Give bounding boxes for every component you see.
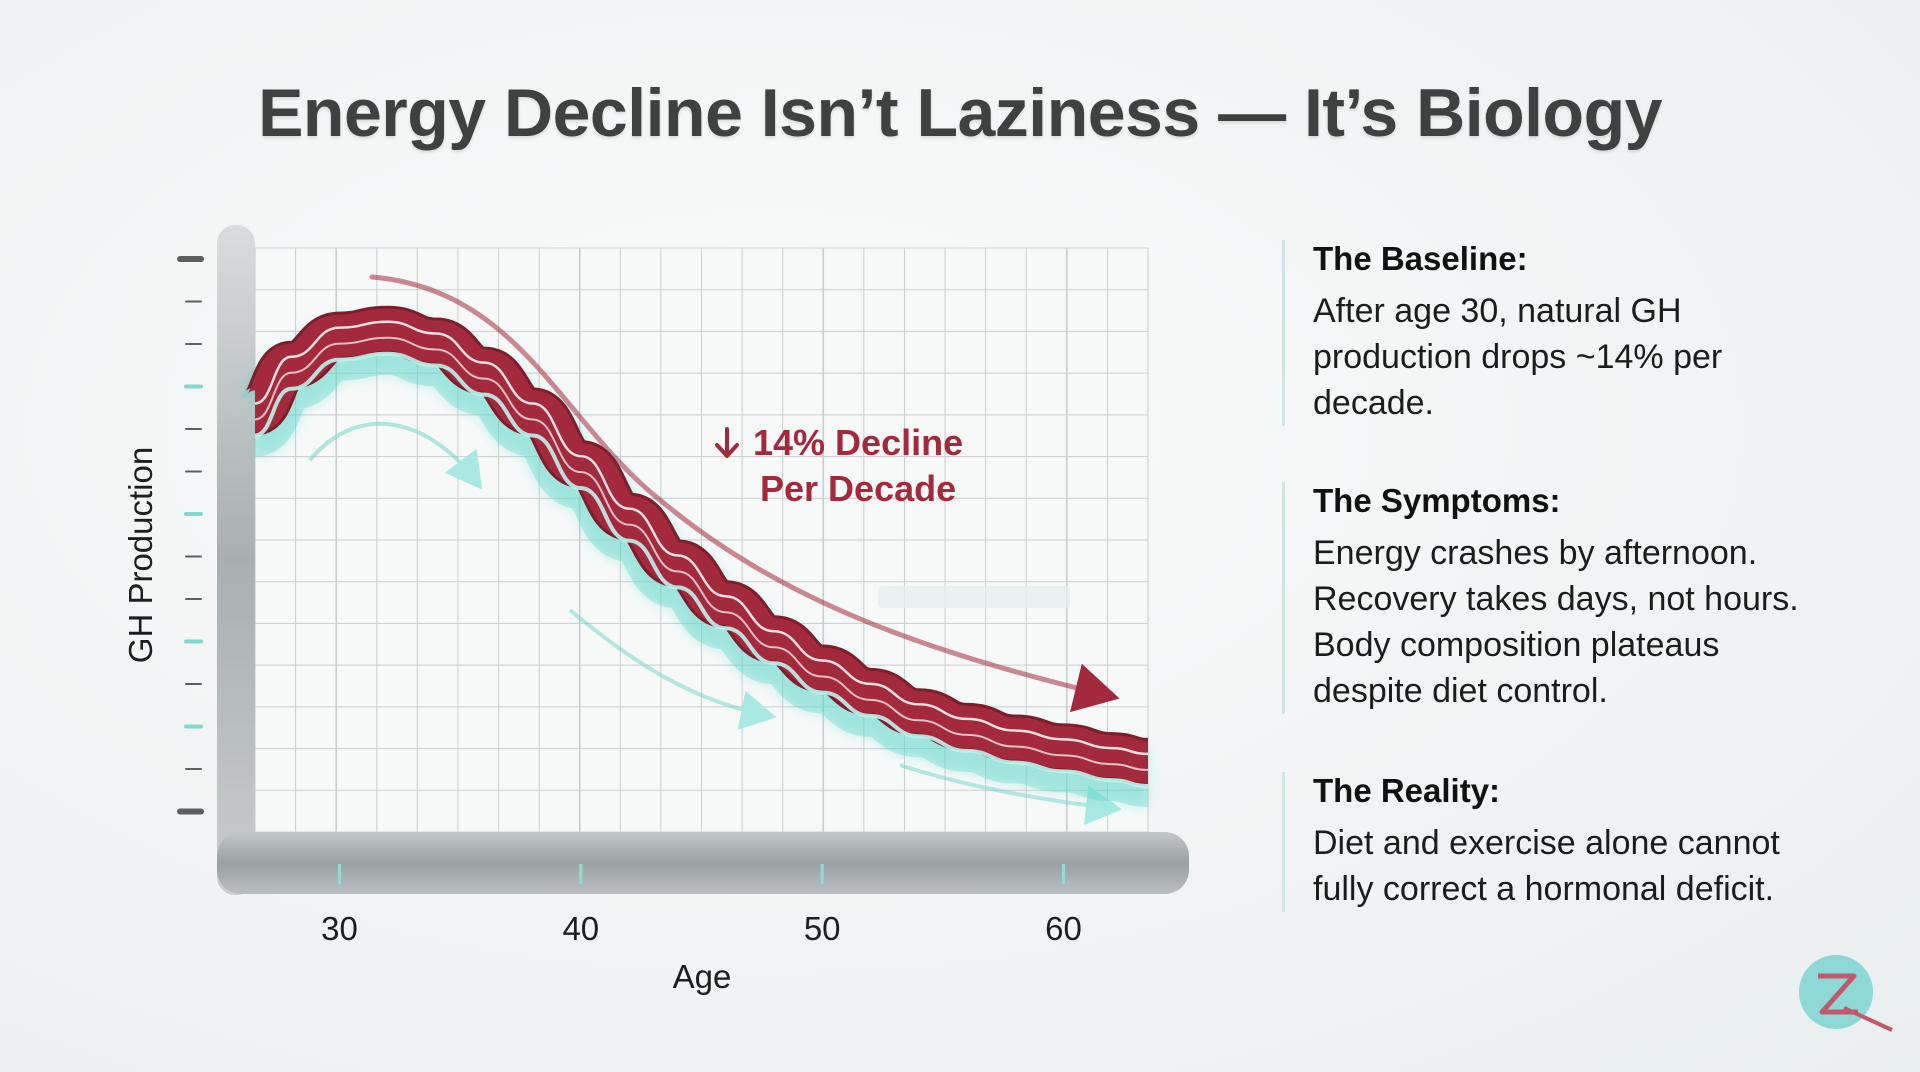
decorative-glow-bar <box>878 586 1070 608</box>
reality-text: Diet and exercise alone cannot fully cor… <box>1313 824 1780 908</box>
series-layer <box>237 305 1150 807</box>
reality-block: The Reality: Diet and exercise alone can… <box>1282 772 1903 912</box>
series-highlight-line <box>254 336 1149 771</box>
x-tick-label: 30 <box>321 910 358 947</box>
page-title: Energy Decline Isn’t Laziness — It’s Bio… <box>258 75 1662 151</box>
x-axis-tick-labels: 30 40 50 60 <box>321 864 1082 947</box>
baseline-heading: The Baseline: <box>1313 240 1528 277</box>
x-tick-label: 40 <box>562 910 599 947</box>
symptoms-block: The Symptoms: Energy crashes by afternoo… <box>1282 482 1903 714</box>
brand-logo-icon <box>1799 955 1893 1032</box>
lower-trend-arrow-3 <box>899 763 1122 826</box>
baseline-block: The Baseline: After age 30, natural GH p… <box>1282 240 1903 426</box>
annotation-line-1: 14% Decline <box>753 422 963 463</box>
down-arrow-icon <box>715 427 739 458</box>
lower-trend-arrow-1 <box>308 421 483 490</box>
baseline-text: After age 30, natural GH production drop… <box>1313 292 1723 422</box>
y-axis-ticks <box>177 256 204 815</box>
y-axis-label: GH Production <box>122 447 159 663</box>
symptoms-text: Energy crashes by afternoon. Recovery ta… <box>1313 534 1799 710</box>
x-axis-bar <box>217 832 1189 894</box>
annotation-line-2: Per Decade <box>760 468 956 509</box>
series-highlight-line <box>254 320 1149 756</box>
series-teal-edge <box>254 351 1149 788</box>
x-tick-label: 50 <box>804 910 841 947</box>
lower-trend-arrow-2 <box>568 608 777 730</box>
ghc-decline-chart: 30 40 50 60 14% Decline Per Decade Age GH P… <box>122 225 1189 995</box>
upper-trend-arrow <box>369 274 1120 713</box>
x-tick-label: 60 <box>1045 910 1082 947</box>
reality-heading: The Reality: <box>1313 772 1501 809</box>
x-axis-label: Age <box>673 958 732 995</box>
series-ribbon <box>246 308 1149 783</box>
decline-annotation: 14% Decline Per Decade <box>715 422 963 509</box>
symptoms-heading: The Symptoms: <box>1313 482 1561 519</box>
